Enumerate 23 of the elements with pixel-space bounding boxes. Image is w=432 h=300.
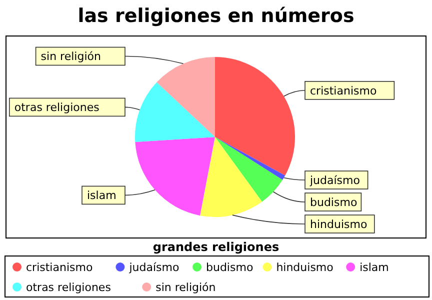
slice-label: otras religiones [14, 101, 100, 114]
pie-slice [200, 137, 262, 217]
pie-slice [156, 57, 215, 137]
slice-label: cristianismo [310, 84, 377, 98]
slice-label: hinduismo [310, 218, 368, 231]
pie-slice [215, 137, 286, 180]
legend-label: judaísmo [128, 261, 180, 274]
pie-slice [135, 82, 215, 142]
category-label: sin religión [40, 50, 101, 64]
legend-title: grandes religiones [152, 240, 280, 254]
legend-label: hinduismo [276, 261, 334, 274]
pie-slice [215, 137, 283, 202]
pie-slice [135, 137, 215, 216]
legend-label: cristianismo [26, 261, 93, 274]
slice-label: islam [87, 189, 116, 202]
slice-label: judaísmo [309, 174, 360, 187]
chart-title: las religiones en números [78, 5, 354, 27]
legend-label: budismo [206, 261, 254, 274]
legend-label: islam [360, 261, 389, 274]
legend-label: otras religiones [26, 281, 112, 294]
pie-slice [215, 57, 295, 176]
slice-label: budismo [310, 196, 358, 209]
legend-label: sin religión [156, 281, 216, 294]
